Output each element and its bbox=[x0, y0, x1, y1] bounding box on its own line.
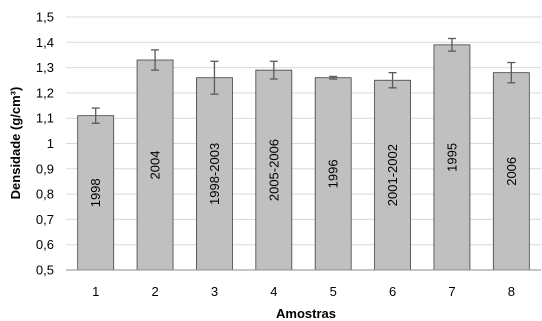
error-bars bbox=[91, 37, 516, 124]
x-tick-label: 2 bbox=[151, 284, 158, 299]
y-tick-labels: 0,5 0,6 0,7 0,8 0,9 1 1,1 1,2 1,3 1,4 1,5 bbox=[36, 10, 54, 278]
y-axis-title: Densidade (g/cm³) bbox=[8, 87, 23, 200]
y-tick-label: 1,4 bbox=[36, 35, 54, 50]
bar bbox=[255, 69, 293, 271]
error-bar bbox=[91, 107, 100, 124]
x-axis-title: Amostras bbox=[276, 306, 336, 321]
bar-label: 1996 bbox=[326, 159, 341, 188]
y-tick-label: 0,7 bbox=[36, 212, 54, 227]
bar bbox=[314, 77, 352, 271]
bar bbox=[136, 59, 174, 271]
y-tick-label: 1 bbox=[47, 136, 54, 151]
error-bar bbox=[210, 60, 219, 95]
bar bbox=[433, 44, 471, 271]
x-tick-label: 4 bbox=[270, 284, 277, 299]
x-tick-label: 7 bbox=[448, 284, 455, 299]
y-tick-label: 1,2 bbox=[36, 85, 54, 100]
bar-label: 2006 bbox=[504, 157, 519, 186]
bar bbox=[492, 72, 530, 271]
bar-label: 1998-2003 bbox=[207, 143, 222, 205]
bar-label: 1995 bbox=[444, 143, 459, 172]
error-bar bbox=[269, 60, 278, 80]
bar-label: 1998 bbox=[88, 178, 103, 207]
x-tick-label: 5 bbox=[330, 284, 337, 299]
bar bbox=[374, 79, 411, 271]
y-tick-label: 0,5 bbox=[36, 263, 54, 278]
x-tick-label: 1 bbox=[92, 284, 99, 299]
x-tick-label: 3 bbox=[211, 284, 218, 299]
x-tick-label: 8 bbox=[508, 284, 515, 299]
x-tick-label: 6 bbox=[389, 284, 396, 299]
bar-labels: 1998 2004 1998-2003 2005-2006 1996 2001-2002 1… bbox=[88, 139, 519, 207]
error-bar bbox=[507, 61, 516, 84]
y-tick-label: 0,8 bbox=[36, 187, 54, 202]
error-bar bbox=[329, 75, 338, 80]
bar-label: 2001-2002 bbox=[385, 144, 400, 206]
error-bar bbox=[151, 49, 160, 71]
error-bar bbox=[447, 37, 456, 52]
y-tick-label: 0,6 bbox=[36, 237, 54, 252]
bar-label: 2004 bbox=[148, 151, 163, 180]
x-tick-labels: 1 2 3 4 5 6 7 8 bbox=[92, 284, 515, 299]
y-tick-label: 1,5 bbox=[36, 10, 54, 25]
error-bar bbox=[388, 72, 397, 89]
bar-label: 2005-2006 bbox=[266, 139, 281, 201]
y-tick-label: 1,1 bbox=[36, 111, 54, 126]
y-tick-label: 1,3 bbox=[36, 60, 54, 75]
bars bbox=[77, 44, 530, 271]
y-tick-label: 0,9 bbox=[36, 161, 54, 176]
